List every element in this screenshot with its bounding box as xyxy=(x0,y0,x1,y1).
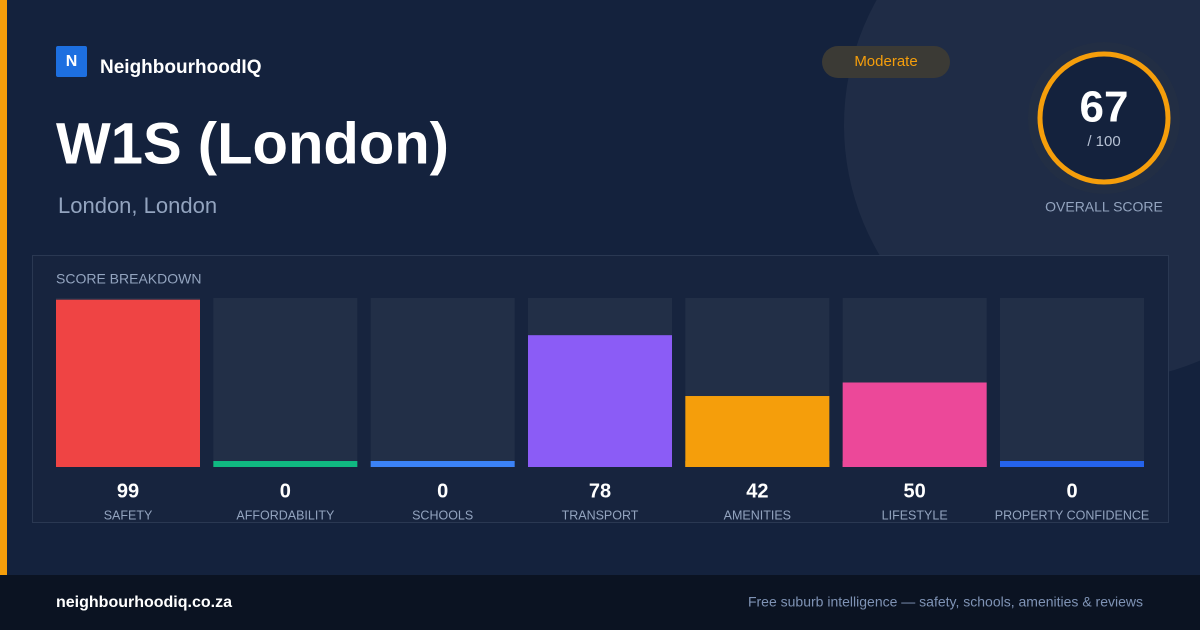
accent-stripe xyxy=(0,0,7,575)
value-label: 0 xyxy=(437,480,448,502)
bar-baseline xyxy=(1000,461,1144,467)
value-label: 99 xyxy=(117,480,139,502)
bar xyxy=(685,396,830,467)
score-suffix: / 100 xyxy=(1087,133,1120,150)
value-label: 42 xyxy=(746,480,768,502)
bar-track xyxy=(213,298,358,467)
category-label: LIFESTYLE xyxy=(882,508,948,522)
score-ring xyxy=(1037,51,1171,185)
logo-letter: N xyxy=(66,53,78,70)
bar xyxy=(528,335,672,467)
bar-baseline xyxy=(213,461,358,467)
bar-baseline xyxy=(370,461,515,467)
brand-name: NeighbourhoodIQ xyxy=(100,57,261,78)
bar xyxy=(842,382,987,467)
badge xyxy=(822,46,950,78)
bar xyxy=(56,299,200,467)
logo xyxy=(56,46,87,77)
footer-site: neighbourhoodiq.co.za xyxy=(56,594,232,611)
category-label: SAFETY xyxy=(104,508,153,522)
footer xyxy=(0,575,1200,630)
score-label: OVERALL SCORE xyxy=(1045,199,1163,215)
breakdown-title: SCORE BREAKDOWN xyxy=(56,271,201,287)
badge-text: Moderate xyxy=(854,53,917,70)
category-label: AFFORDABILITY xyxy=(236,508,335,522)
bar-track xyxy=(1000,298,1144,467)
value-label: 50 xyxy=(904,480,926,502)
category-label: SCHOOLS xyxy=(412,508,473,522)
footer-tagline: Free suburb intelligence — safety, schoo… xyxy=(748,594,1143,610)
bar-track xyxy=(370,298,515,467)
value-label: 0 xyxy=(280,480,291,502)
category-label: PROPERTY CONFIDENCE xyxy=(995,508,1149,522)
value-label: 78 xyxy=(589,480,611,502)
title: W1S (London) xyxy=(56,111,449,176)
score-value: 67 xyxy=(1080,83,1129,132)
subtitle: London, London xyxy=(58,193,217,218)
bar-group: 99 SAFETY 0 AFFORDABILITY 0 SCHOOLS 78 TRANSPOR… xyxy=(56,298,1149,522)
category-label: TRANSPORT xyxy=(562,508,639,522)
category-label: AMENITIES xyxy=(724,508,791,522)
value-label: 0 xyxy=(1066,480,1077,502)
